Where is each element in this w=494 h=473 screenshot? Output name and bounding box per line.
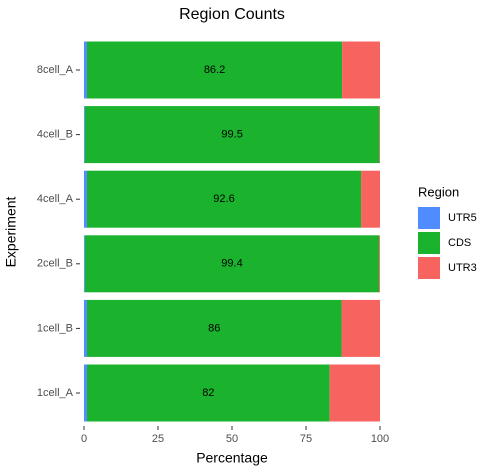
x-tick-label: 0 [81,433,87,445]
y-tick-label: 1cell_A [37,387,74,399]
bar-segment [86,41,343,99]
value-label: 82 [202,387,214,399]
value-label: 99.5 [221,129,242,141]
value-label: 86.2 [204,64,225,76]
bar-segment [84,364,87,422]
y-tick-label: 4cell_A [37,193,74,205]
bar-segment [86,299,342,357]
bar-segment [361,170,380,228]
value-label: 92.6 [213,193,234,205]
bar-segment [84,106,85,164]
x-tick-label: 25 [152,433,164,445]
y-axis-title: Experiment [3,196,19,267]
bar-segment [84,106,380,164]
legend-label: CDS [448,237,471,249]
x-tick-label: 100 [371,433,389,445]
bar-segment [329,364,380,422]
bar-segment [84,170,87,228]
x-tick-label: 50 [226,433,238,445]
bar-segment [84,299,87,357]
bar-segment [84,41,87,99]
y-tick-label: 2cell_B [37,258,73,270]
y-tick-label: 1cell_B [37,322,73,334]
bar-segment [86,170,362,228]
bar-segment [84,235,380,293]
bar-segment [84,235,85,293]
bar-segment [342,41,380,99]
x-axis-title: Percentage [196,450,268,466]
bar-segment [341,299,380,357]
legend-swatch [418,207,440,229]
y-tick-label: 8cell_A [37,64,74,76]
bar-segment [379,106,380,164]
y-tick-label: 4cell_B [37,129,73,141]
value-label: 86 [208,322,220,334]
legend-label: UTR3 [448,262,477,274]
bar-segment [86,364,330,422]
legend-title: Region [418,184,459,199]
bar-segment [379,235,380,293]
legend-label: UTR5 [448,212,477,224]
legend-swatch [418,257,440,279]
value-label: 99.4 [221,258,242,270]
legend-swatch [418,232,440,254]
chart-title: Region Counts [179,6,285,23]
x-tick-label: 75 [300,433,312,445]
